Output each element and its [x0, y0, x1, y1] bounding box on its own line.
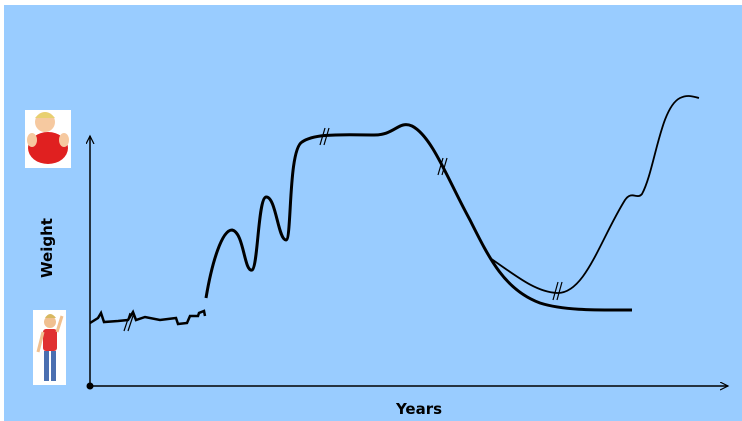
heavy-person-icon [25, 110, 71, 168]
x-axis-label: Years [395, 400, 442, 418]
background [4, 5, 742, 421]
origin-dot [86, 382, 94, 390]
weight-curve-stable [204, 123, 633, 312]
early-weight-curve [89, 309, 207, 326]
y-axis-label: Weight [38, 218, 56, 278]
break-marks [123, 127, 563, 332]
thin-person-icon [33, 310, 66, 385]
